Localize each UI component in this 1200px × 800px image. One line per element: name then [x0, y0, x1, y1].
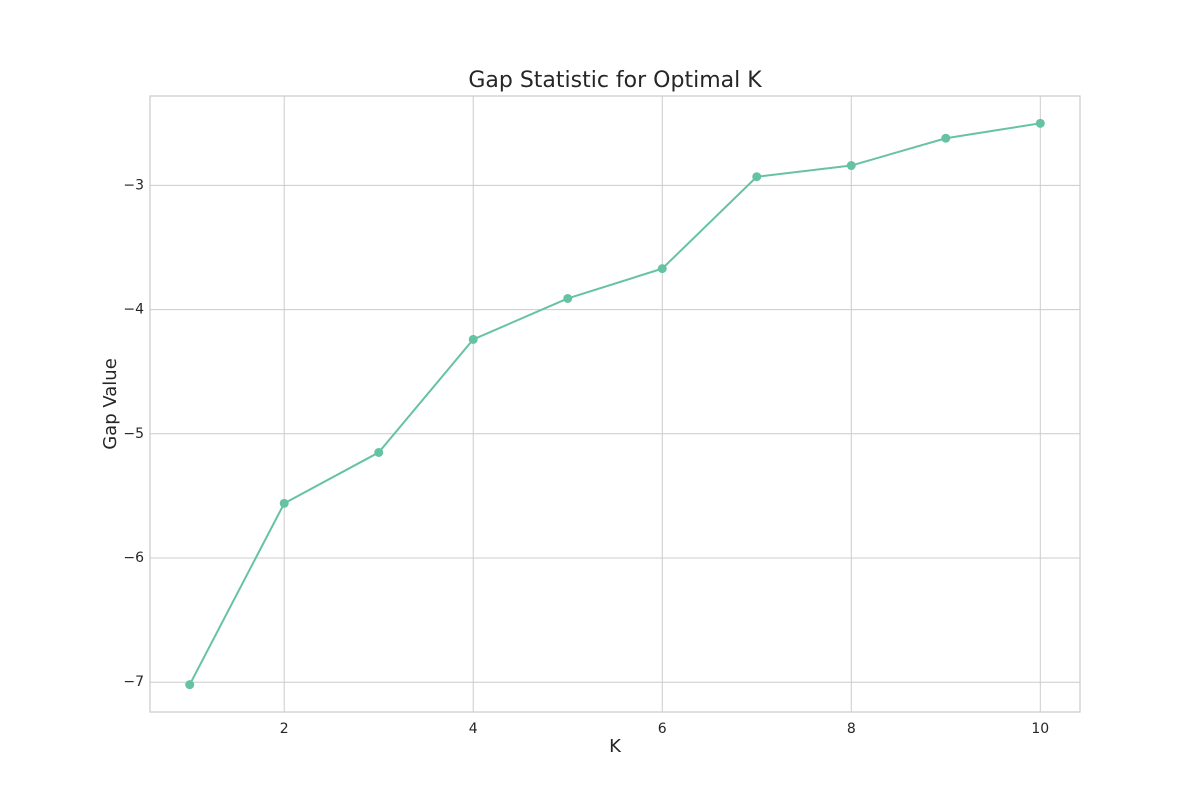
- y-tick-label: −3: [123, 177, 144, 193]
- data-point: [1035, 118, 1045, 128]
- data-point: [846, 161, 856, 171]
- data-point: [941, 133, 951, 143]
- data-point: [657, 264, 667, 274]
- x-tick-label: 2: [280, 721, 289, 737]
- x-tick-label: 6: [658, 721, 667, 737]
- series-line: [188, 122, 1041, 686]
- chart-title: Gap Statistic for Optimal K: [468, 68, 762, 93]
- data-point: [468, 334, 478, 344]
- data-point: [563, 293, 573, 303]
- y-tick-label: −5: [123, 426, 144, 442]
- y-axis-label: Gap Value: [100, 358, 121, 450]
- plot-frame: [149, 95, 1081, 713]
- x-tick-label: 10: [1031, 721, 1049, 737]
- y-tick-label: −6: [123, 550, 144, 566]
- x-tick-label: 8: [847, 721, 856, 737]
- data-point: [279, 498, 289, 508]
- data-point: [752, 172, 762, 182]
- x-tick-labels: 2 4 6 8 10: [280, 721, 1049, 737]
- data-point: [185, 680, 195, 690]
- series-layer: [185, 118, 1045, 690]
- y-tick-label: −7: [123, 674, 144, 690]
- y-tick-labels: −7 −6 −5 −4 −3: [123, 177, 144, 690]
- gridlines: [150, 96, 1080, 712]
- data-point: [374, 447, 384, 457]
- x-axis-label: K: [609, 736, 622, 757]
- y-tick-label: −4: [123, 302, 144, 318]
- x-tick-label: 4: [469, 721, 478, 737]
